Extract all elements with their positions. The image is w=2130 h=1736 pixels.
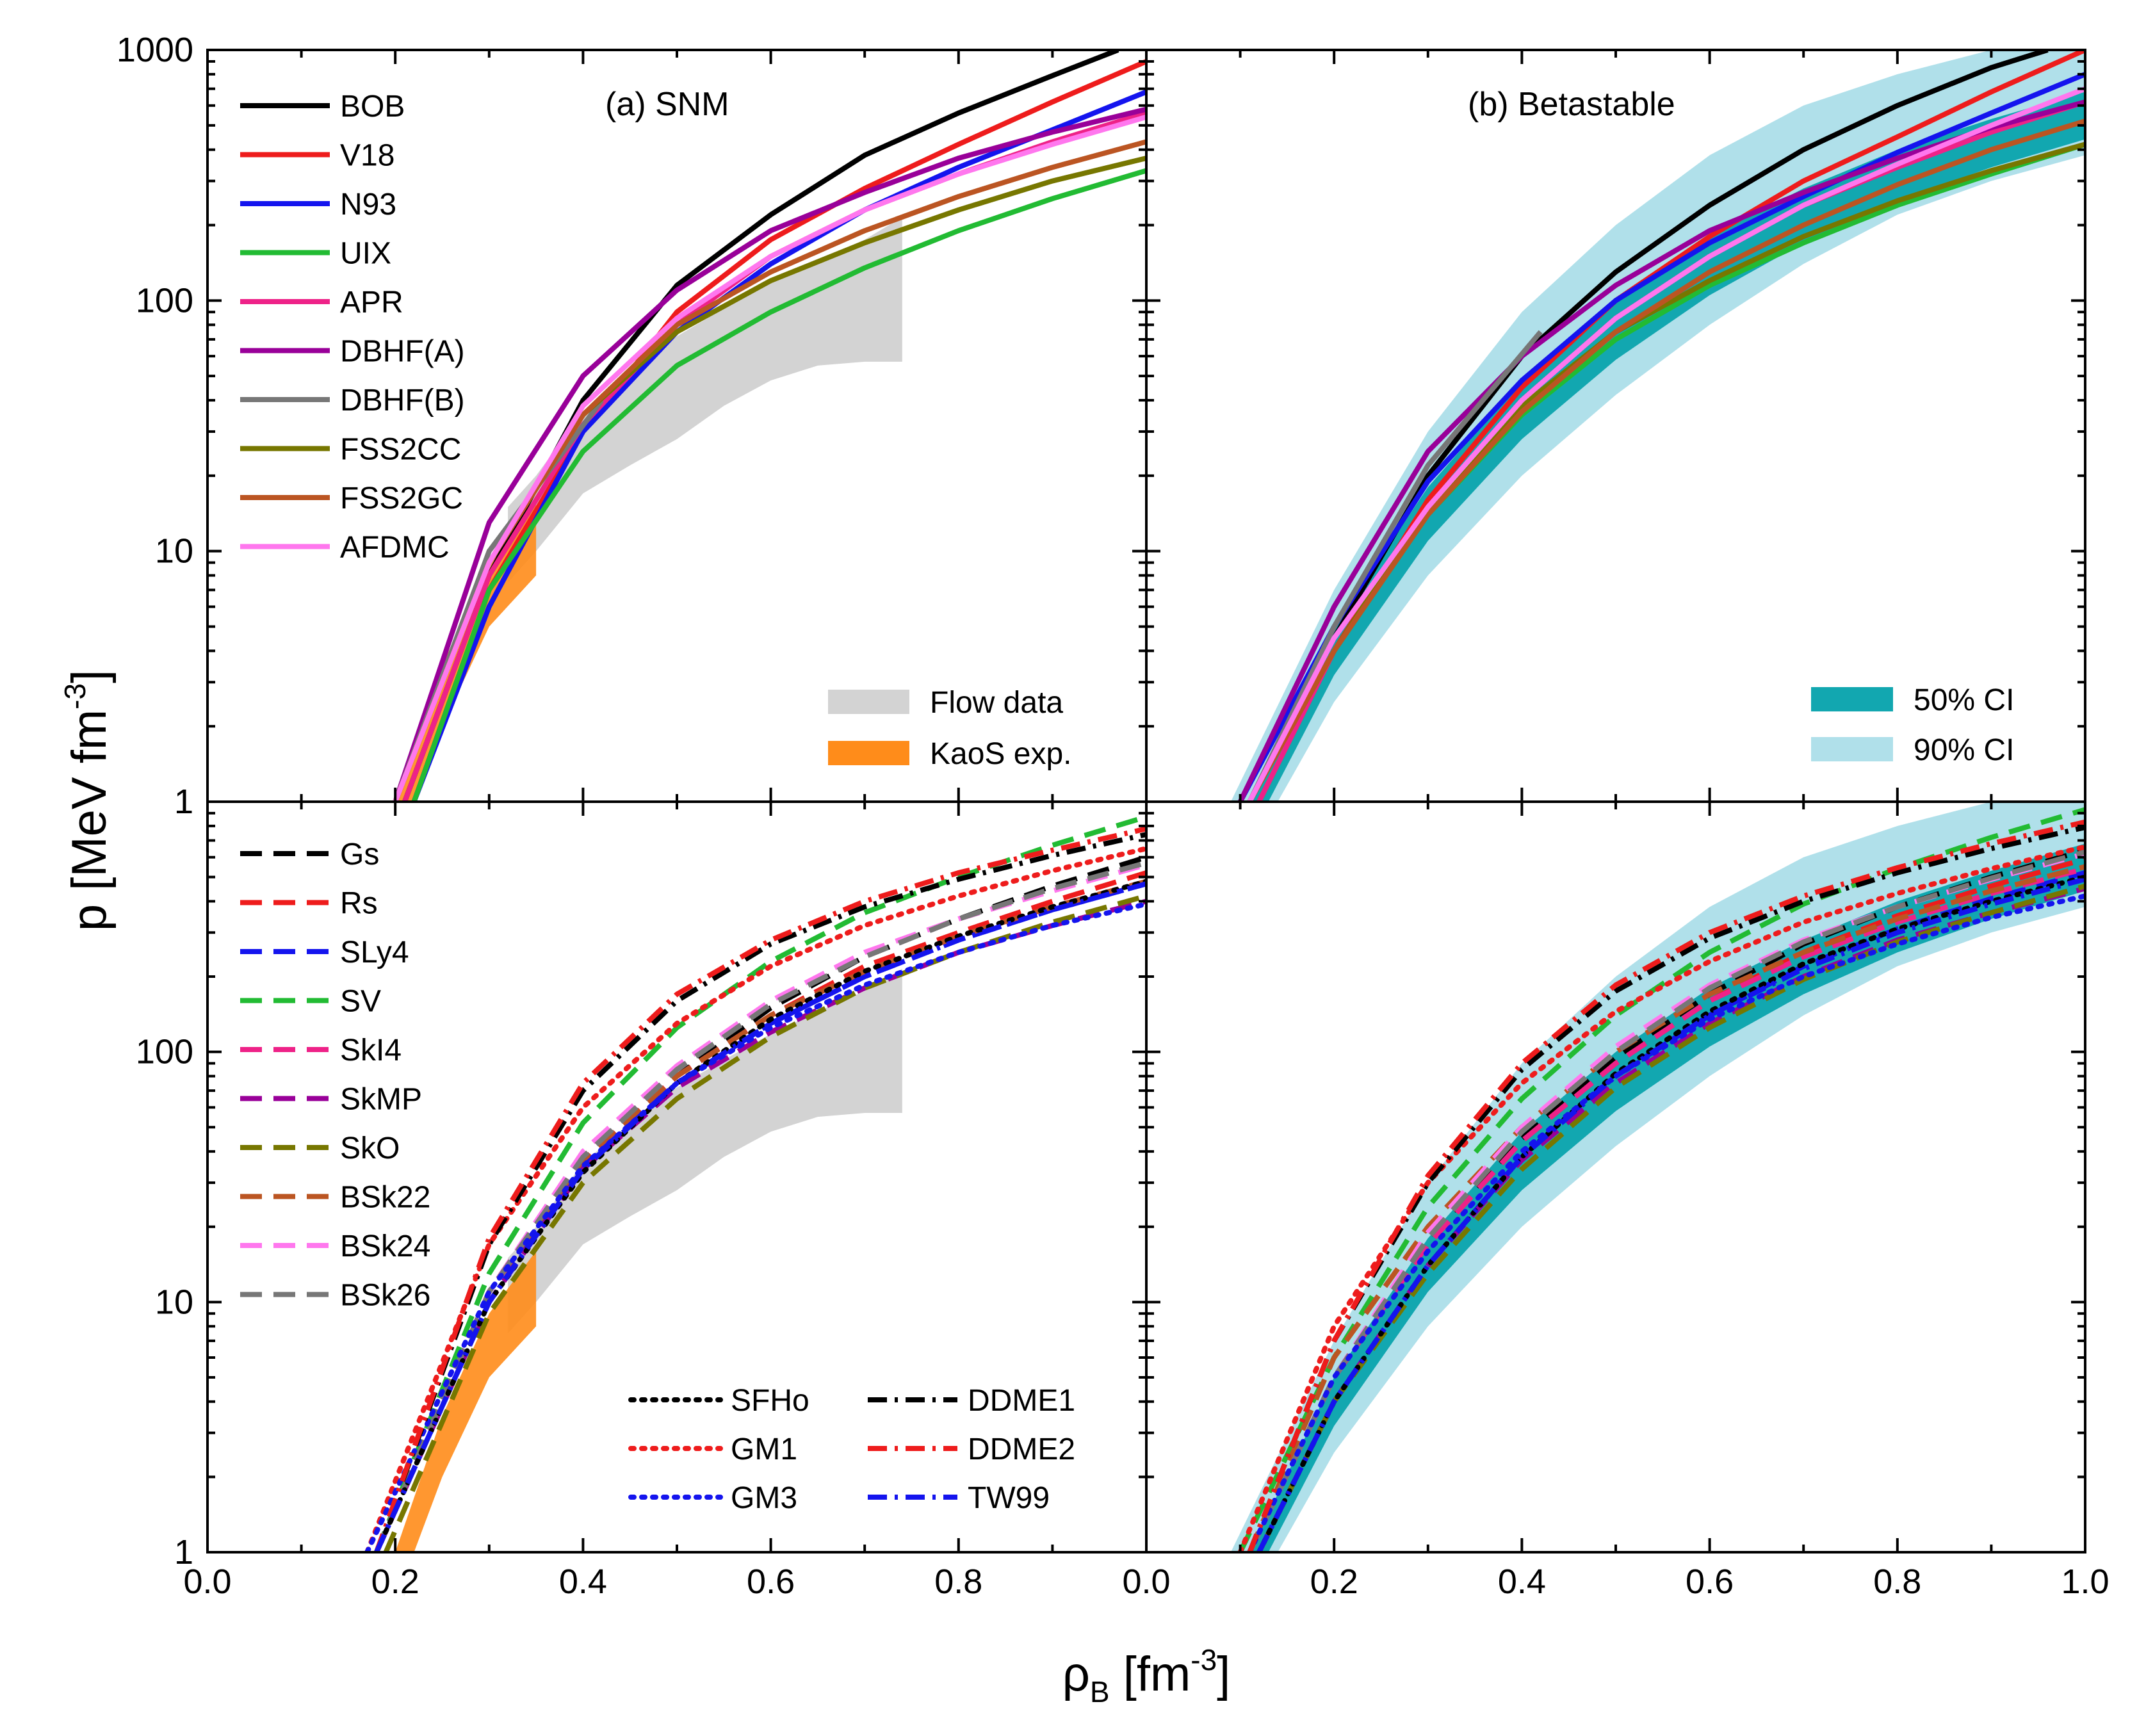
y-tick-label: 100 bbox=[136, 1033, 193, 1071]
series-a-v18 bbox=[411, 59, 1146, 802]
legend-a-2-label: N93 bbox=[340, 188, 396, 222]
legend-c-4-label: SkI4 bbox=[340, 1034, 402, 1067]
series-c-gm1 bbox=[364, 846, 1146, 1552]
legend-a-5-label: DBHF(A) bbox=[340, 335, 465, 369]
legend-b-band-0-swatch bbox=[1811, 687, 1893, 711]
panel-a-snm: (a) SNM bbox=[393, 50, 1146, 802]
legend-a-7-label: FSS2CC bbox=[340, 433, 461, 467]
legend-c-3-label: SV bbox=[340, 985, 381, 1019]
legend-c-rmf2-2-label: TW99 bbox=[968, 1481, 1050, 1515]
x-tick-label: 0.8 bbox=[1873, 1562, 1921, 1601]
legend-a-band-0-swatch bbox=[828, 690, 909, 714]
y-tick-label: 10 bbox=[155, 532, 193, 571]
legend-a-band-1-label: KaoS exp. bbox=[930, 737, 1071, 771]
legend-c-rmf2-1-label: DDME2 bbox=[968, 1432, 1075, 1466]
x-tick-label: 0.2 bbox=[1310, 1562, 1358, 1601]
series-c-ddme1 bbox=[374, 832, 1146, 1552]
legend-c-9-label: BSk26 bbox=[340, 1279, 430, 1313]
legend-a-band-1-swatch bbox=[828, 741, 909, 765]
series-a-afdmc bbox=[393, 114, 1146, 802]
panel-b-betastable: (b) Betastable bbox=[1230, 50, 2085, 802]
x-tick-label: 0.8 bbox=[934, 1562, 982, 1601]
series-d-tw99 bbox=[1256, 877, 2085, 1552]
series-b-dbhf-b- bbox=[1247, 330, 1543, 802]
legend-c-rmf1-0-label: SFHo bbox=[731, 1384, 809, 1418]
series-c-tw99 bbox=[374, 881, 1146, 1552]
legends: BOB V18 N93 UIX APR DBHF(A) DBHF(B) FSS2CC FSS2G… bbox=[240, 90, 2014, 1515]
series-b-n93 bbox=[1238, 72, 2085, 802]
legend-a-0-label: BOB bbox=[340, 90, 405, 124]
legend-a-3-label: UIX bbox=[340, 237, 391, 271]
axis-ticks bbox=[207, 50, 2085, 1552]
panel-a-title: (a) SNM bbox=[605, 86, 729, 123]
series-b-afdmc bbox=[1247, 86, 2085, 802]
x-tick-label: 0.6 bbox=[1686, 1562, 1734, 1601]
series-c-sv bbox=[374, 814, 1146, 1552]
y-tick-label: 1 bbox=[174, 1533, 193, 1571]
legend-a-9-label: AFDMC bbox=[340, 531, 450, 565]
band-b-50-ci bbox=[1249, 92, 2085, 802]
panel-b-title: (b) Betastable bbox=[1468, 86, 1675, 123]
legend-c-rmf1-1-label: GM1 bbox=[731, 1432, 797, 1466]
band-c-kaos-exp- bbox=[395, 1251, 537, 1552]
legend-c-0-label: Gs bbox=[340, 838, 379, 872]
legend-a-6-label: DBHF(B) bbox=[340, 384, 465, 418]
legend-c-8-label: BSk24 bbox=[340, 1229, 430, 1263]
series-d-sfho bbox=[1256, 874, 2085, 1552]
legend-c-1-label: Rs bbox=[340, 887, 378, 921]
legend-a-band-0-label: Flow data bbox=[930, 686, 1063, 720]
x-tick-label: 0.0 bbox=[183, 1562, 231, 1601]
legend-a-8-label: FSS2GC bbox=[340, 482, 463, 515]
legend-c-5-label: SkMP bbox=[340, 1083, 422, 1117]
series-a-uix bbox=[411, 168, 1146, 802]
series-d-sv bbox=[1237, 807, 2085, 1552]
x-tick-label: 0.0 bbox=[1122, 1562, 1170, 1601]
y-axis-title: p [MeV fm-3] bbox=[58, 670, 117, 931]
x-tick-label: 0.2 bbox=[371, 1562, 419, 1601]
y-tick-label: 1 bbox=[174, 783, 193, 821]
legend-c-rmf2-0-label: DDME1 bbox=[968, 1384, 1075, 1418]
x-tick-label: 1.0 bbox=[2061, 1562, 2109, 1601]
band-d-50-ci bbox=[1249, 843, 2085, 1552]
panel-c-snm-phenomenological bbox=[364, 814, 1146, 1552]
x-tick-label: 0.4 bbox=[1498, 1562, 1546, 1601]
legend-a-1-label: V18 bbox=[340, 139, 394, 173]
band-c-flow-data bbox=[508, 968, 902, 1334]
y-tick-label: 1 bbox=[174, 783, 193, 821]
series-d-sko bbox=[1256, 883, 2085, 1552]
series-d-bsk22 bbox=[1247, 864, 2085, 1552]
legend-c-6-label: SkO bbox=[340, 1132, 400, 1165]
x-axis-title: ρB [fm-3] bbox=[1062, 1643, 1231, 1708]
series-c-sko bbox=[383, 893, 1146, 1552]
series-a-dbhf-a- bbox=[393, 106, 1146, 802]
series-c-sfho bbox=[373, 879, 1146, 1552]
legend-c-7-label: BSk22 bbox=[340, 1181, 430, 1215]
series-c-gm3 bbox=[364, 901, 1146, 1552]
legend-b-band-1-swatch bbox=[1811, 737, 1893, 761]
legend-c-2-label: SLy4 bbox=[340, 936, 409, 969]
legend-b-band-0-label: 50% CI bbox=[1914, 683, 2014, 717]
legend-c-rmf1-2-label: GM3 bbox=[731, 1481, 797, 1515]
y-tick-label: 10 bbox=[155, 1283, 193, 1321]
series-b-fss2gc bbox=[1247, 118, 2085, 802]
panel-d-betastable-phenomenological bbox=[1230, 802, 2085, 1552]
y-tick-label: 100 bbox=[136, 281, 193, 320]
series-d-bsk26 bbox=[1247, 849, 2085, 1552]
legend-a-4-label: APR bbox=[340, 286, 403, 320]
series-d-gm1 bbox=[1237, 844, 2085, 1552]
series-c-ddme2 bbox=[374, 826, 1146, 1552]
legend-b-band-1-label: 90% CI bbox=[1914, 733, 2014, 767]
band-a-flow-data bbox=[508, 217, 902, 583]
x-tick-label: 0.6 bbox=[747, 1562, 795, 1601]
y-tick-label: 1000 bbox=[117, 31, 193, 69]
x-tick-label: 0.4 bbox=[559, 1562, 607, 1601]
